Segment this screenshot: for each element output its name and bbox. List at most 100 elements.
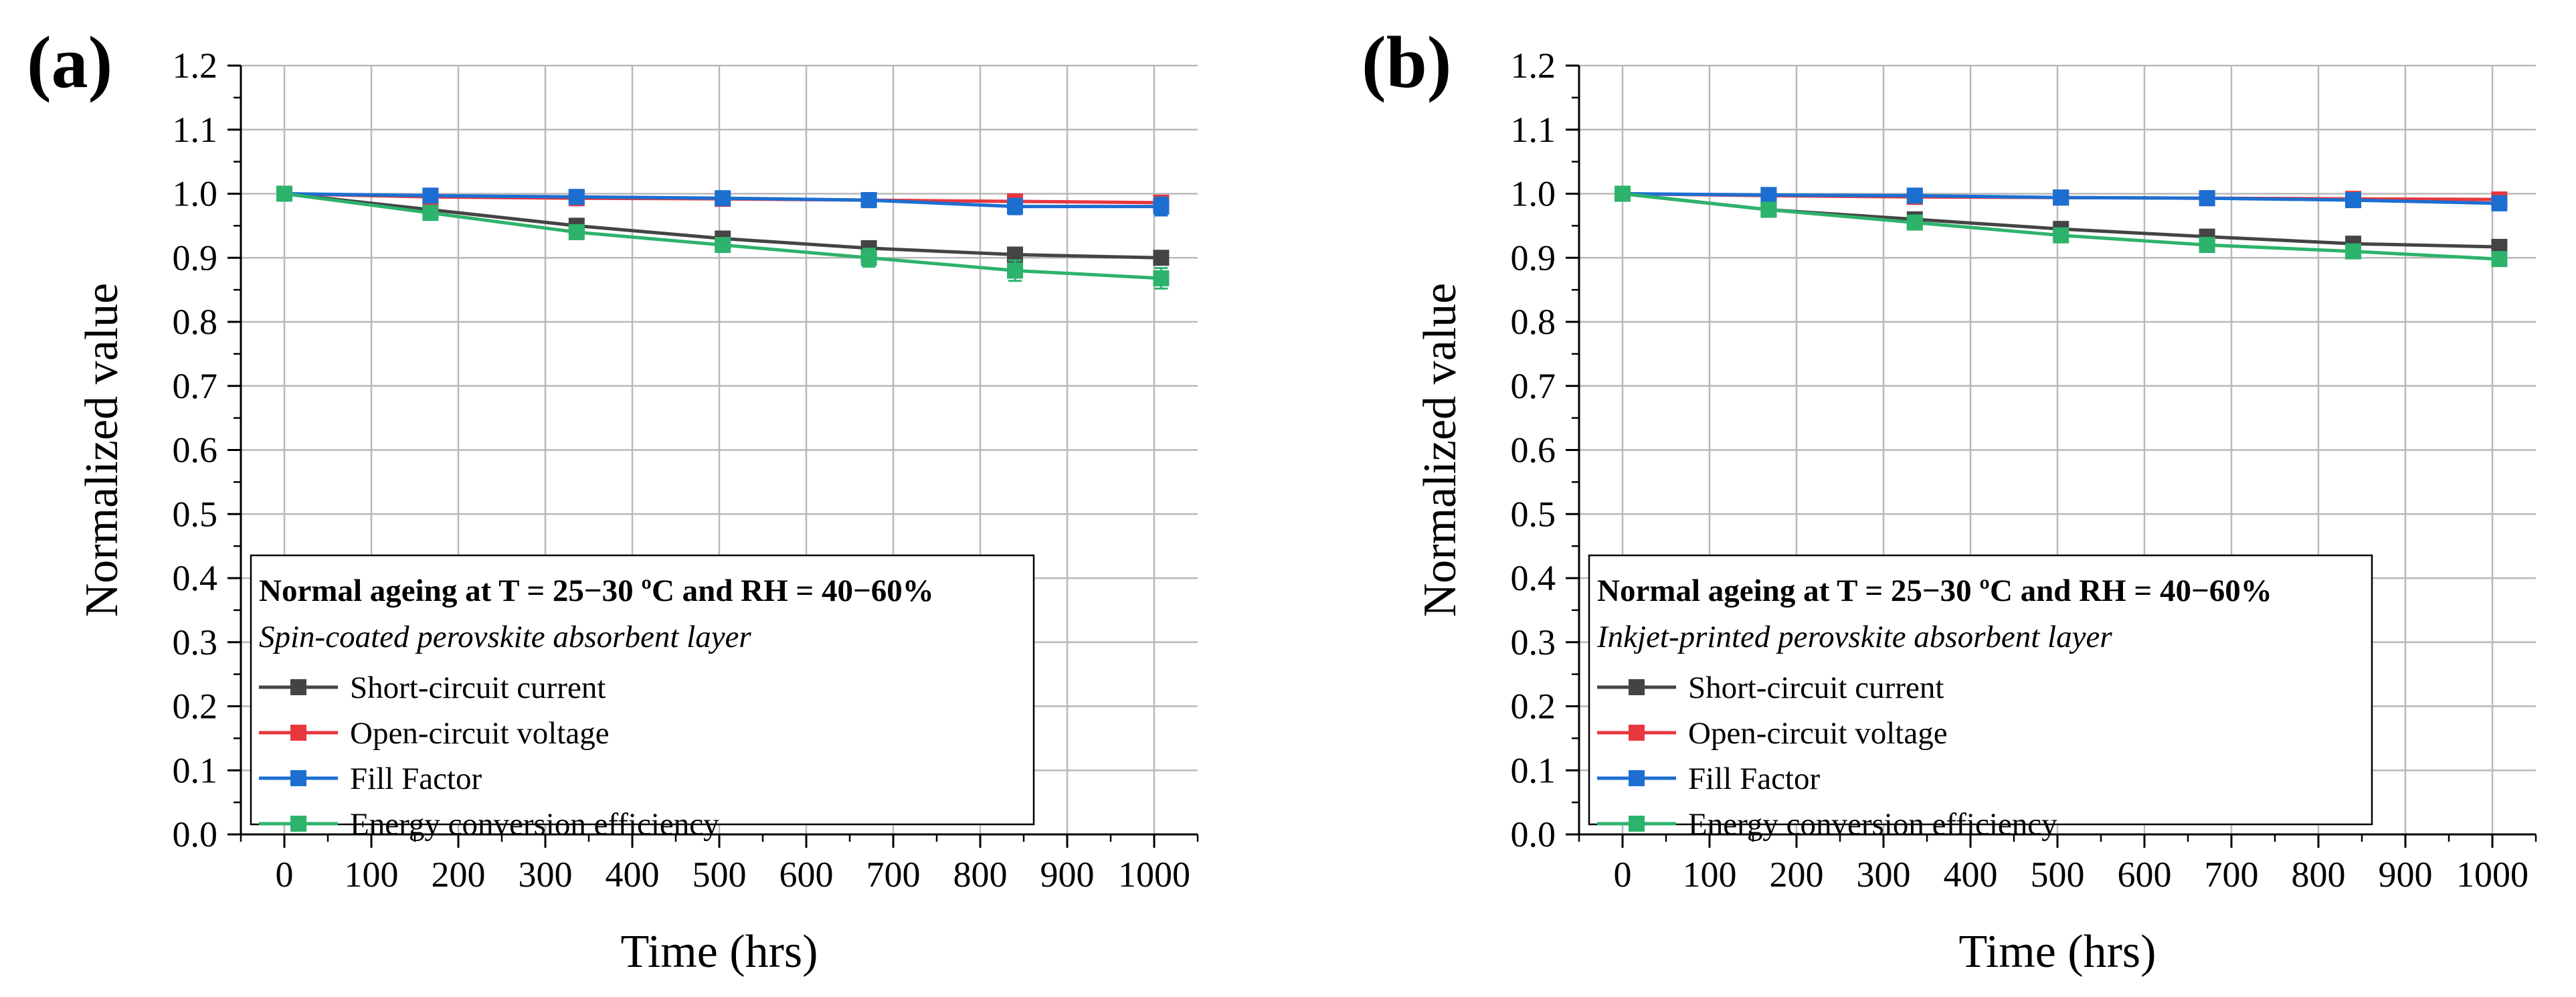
x-tick-label: 200: [432, 854, 486, 895]
x-tick-label: 800: [2292, 854, 2346, 895]
y-tick-label: 1.2: [173, 46, 218, 86]
data-point: [1906, 214, 1923, 231]
data-point: [860, 192, 877, 209]
data-point: [2345, 243, 2361, 260]
data-point: [568, 223, 585, 240]
legend: Normal ageing at T = 25−30 ºC and RH = 4…: [1588, 554, 2373, 842]
y-tick-label: 1.2: [1511, 46, 1556, 86]
y-tick-label: 0.8: [1511, 302, 1556, 342]
y-tick-label: 0.2: [1511, 687, 1556, 727]
x-tick-label: 400: [1944, 854, 1998, 895]
x-tick-label: 300: [519, 854, 573, 895]
legend: Normal ageing at T = 25−30 ºC and RH = 4…: [250, 554, 1035, 842]
data-point: [1760, 187, 1777, 203]
y-tick-label: 0.4: [173, 558, 218, 598]
legend-swatch-marker: [1629, 679, 1645, 695]
legend-item-label: Open-circuit voltage: [1688, 716, 1948, 751]
data-point: [715, 190, 731, 207]
y-tick-label: 1.0: [1511, 174, 1556, 214]
legend-item-label: Fill Factor: [350, 761, 482, 796]
chart-a-svg: 0.0 0.1 0.2 0.3 0.4 0.5 0.6 0.7 0.8 0.9 1.0 1.1 1.2 0…: [76, 46, 1199, 978]
legend-item-label: Short-circuit current: [1688, 670, 1944, 705]
data-point: [2053, 227, 2069, 244]
y-tick-label: 0.2: [173, 687, 218, 727]
x-tick-label: 300: [1857, 854, 1911, 895]
x-tick-label: 100: [345, 854, 399, 895]
x-tick-label: 700: [2205, 854, 2259, 895]
x-tick-label: 600: [779, 854, 834, 895]
data-point: [1906, 187, 1923, 204]
y-tick-label: 0.0: [1511, 814, 1556, 854]
legend-swatch-marker: [1629, 725, 1645, 741]
y-tick-label: 0.9: [173, 238, 218, 278]
data-point: [422, 205, 439, 221]
legend-swatch-marker: [290, 725, 306, 741]
legend-subheading: Spin-coated perovskite absorbent layer: [259, 620, 751, 654]
data-point: [1007, 262, 1023, 279]
legend-subheading: Inkjet-printed perovskite absorbent laye…: [1596, 620, 2112, 654]
data-point: [2053, 189, 2069, 206]
x-tick-label: 0: [1614, 854, 1632, 895]
y-tick-label: 0.0: [173, 814, 218, 854]
data-point: [2491, 195, 2508, 211]
data-point: [276, 185, 292, 202]
chart-panel-a: (a) 0.0 0.1 0.2 0.3 0.4 0.5 0.6 0.7 0.8 0.9 1.0 1.1…: [0, 0, 1288, 994]
x-axis-title: Time (hrs): [621, 926, 818, 978]
y-tick-label: 0.5: [1511, 494, 1556, 534]
legend-swatch-marker: [1629, 816, 1645, 832]
legend-swatch-marker: [290, 770, 306, 786]
y-tick-label: 0.1: [1511, 750, 1556, 790]
x-axis-title: Time (hrs): [1959, 926, 2156, 978]
legend-swatch-marker: [1629, 770, 1645, 786]
legend-swatch-marker: [290, 679, 306, 695]
y-tick-label: 0.8: [173, 302, 218, 342]
series-fill_factor: [276, 185, 1170, 217]
data-point: [422, 187, 439, 204]
x-tick-label: 1000: [2456, 854, 2528, 895]
y-tick-label: 0.9: [1511, 238, 1556, 278]
legend-heading: Normal ageing at T = 25−30 ºC and RH = 4…: [1597, 573, 2272, 608]
series-efficiency: [1615, 185, 2508, 268]
y-tick-label: 0.3: [173, 622, 218, 662]
legend-item-label: Energy conversion efficiency: [350, 807, 719, 842]
y-tick-label: 0.3: [1511, 622, 1556, 662]
y-tick-label: 0.6: [173, 430, 218, 470]
panel-label: (a): [27, 21, 113, 103]
data-point: [1153, 198, 1170, 215]
data-point: [1615, 185, 1631, 202]
y-tick-label: 1.1: [1511, 110, 1556, 150]
data-point: [1153, 270, 1170, 286]
data-point: [860, 250, 877, 266]
data-point: [1760, 201, 1777, 218]
data-point: [2199, 190, 2215, 207]
legend-item-label: Fill Factor: [1688, 761, 1820, 796]
legend-item-label: Short-circuit current: [350, 670, 606, 705]
chart-b-svg: 0.0 0.1 0.2 0.3 0.4 0.5 0.6 0.7 0.8 0.9 1.0 1.1 1.2 0…: [1414, 46, 2537, 978]
legend-heading: Normal ageing at T = 25−30 ºC and RH = 4…: [259, 573, 934, 608]
y-axis-title: Normalized value: [76, 283, 128, 618]
data-point: [2491, 251, 2508, 268]
panel-label: (b): [1362, 21, 1452, 103]
x-tick-label: 0: [276, 854, 294, 895]
y-tick-label: 0.6: [1511, 430, 1556, 470]
y-axis-title: Normalized value: [1414, 283, 1466, 618]
y-tick-label: 0.7: [173, 366, 218, 406]
data-point: [2199, 237, 2215, 254]
x-tick-label: 400: [606, 854, 660, 895]
legend-swatch-marker: [290, 816, 306, 832]
legend-box: [250, 554, 1035, 826]
y-tick-label: 1.1: [173, 110, 218, 150]
x-tick-label: 800: [953, 854, 1008, 895]
x-tick-label: 600: [2118, 854, 2172, 895]
legend-item-label: Open-circuit voltage: [350, 716, 610, 751]
x-tick-label: 700: [866, 854, 921, 895]
x-tick-label: 200: [1770, 854, 1824, 895]
x-tick-label: 1000: [1118, 854, 1190, 895]
data-point: [2345, 192, 2361, 209]
y-tick-label: 0.1: [173, 750, 218, 790]
y-tick-label: 1.0: [173, 174, 218, 214]
y-tick-label: 0.5: [173, 494, 218, 534]
data-point: [1153, 250, 1170, 266]
x-tick-label: 100: [1683, 854, 1737, 895]
legend-item-label: Energy conversion efficiency: [1688, 807, 2057, 842]
